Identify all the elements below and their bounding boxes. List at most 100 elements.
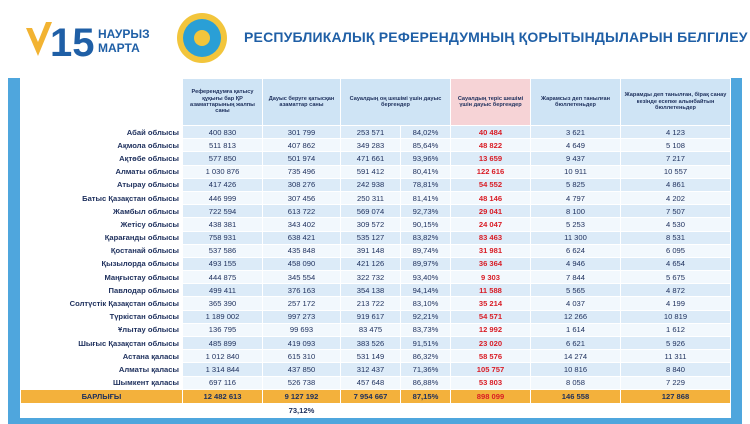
value-cell: 91,51% [400,335,451,351]
value-cell: 9 303 [450,270,531,285]
value-cell: 122 616 [450,164,531,179]
value-cell: 457 648 [340,375,401,390]
value-cell: 92,21% [400,309,451,324]
value-cell: 127 868 [620,388,731,404]
value-cell: 10 557 [620,164,731,179]
value-cell: 4 123 [620,124,731,140]
footer-cell [340,402,401,418]
value-cell: 417 426 [182,177,263,192]
value-cell: 697 116 [182,375,263,390]
value-cell: 78,81% [400,177,451,192]
region-name: Алматы қаласы [20,362,183,377]
header-cell: Жарамсыз деп танылған бюллетеньдер [530,78,621,126]
table-row: Шығыс Қазақстан облысы 485 899 419 093 383 … [20,335,731,351]
value-cell: 7 229 [620,375,731,390]
value-cell: 48 822 [450,138,531,153]
value-cell: 40 484 [450,124,531,140]
turnout: 73,12% [262,402,341,418]
footer-cell [400,402,451,418]
value-cell: 322 732 [340,270,401,285]
region-name: Шығыс Қазақстан облысы [20,335,183,351]
value-cell: 54 552 [450,177,531,192]
value-cell: 93,40% [400,270,451,285]
value-cell: 511 813 [182,138,263,153]
value-cell: 4 654 [620,256,731,272]
value-cell: 58 576 [450,349,531,364]
logo-text: МАРТА [98,41,140,55]
value-cell: 89,74% [400,243,451,258]
value-cell: 11 300 [530,230,621,245]
region-name: Түркістан облысы [20,309,183,324]
value-cell: 4 202 [620,190,731,206]
value-cell: 400 830 [182,124,263,140]
value-cell: 485 899 [182,335,263,351]
value-cell: 4 946 [530,256,621,272]
value-cell: 615 310 [262,349,341,364]
value-cell: 10 911 [530,164,621,179]
emblem-sun [194,30,210,46]
table-row: Батыс Қазақстан облысы 446 999 307 456 250 … [20,190,731,206]
header-cell: Жарамды деп танылған, бірақ санау кезінд… [620,78,731,126]
header-row: Референдумға қатысу құқығы бар ҚР азамат… [20,78,731,126]
value-cell: 94,14% [400,283,451,298]
header-cell [20,78,183,126]
table-row: Атырау облысы 417 426 308 276 242 938 78,81%… [20,177,731,192]
value-cell: 376 163 [262,283,341,298]
value-cell: 9 437 [530,151,621,166]
title: РЕСПУБЛИКАЛЫҚ РЕФЕРЕНДУМНЫҢ ҚОРЫТЫНДЫЛАР… [244,29,748,45]
value-cell: 90,15% [400,217,451,232]
value-cell: 250 311 [340,190,401,206]
table-row: Түркістан облысы 1 189 002 997 273 919 617 9… [20,309,731,324]
region-name: Жетісу облысы [20,217,183,232]
value-cell: 613 722 [262,204,341,219]
value-cell: 83,82% [400,230,451,245]
value-cell: 105 757 [450,362,531,377]
value-cell: 54 571 [450,309,531,324]
value-cell: 242 938 [340,177,401,192]
region-name: Ақмола облысы [20,138,183,153]
footer-row: 73,12% [20,402,731,418]
value-cell: 86,88% [400,375,451,390]
table-row: Ақмола облысы 511 813 407 862 349 283 85,64%… [20,138,731,153]
value-cell: 8 531 [620,230,731,245]
value-cell: 11 588 [450,283,531,298]
value-cell: 1 012 840 [182,349,263,364]
value-cell: 5 825 [530,177,621,192]
value-cell: 35 214 [450,296,531,311]
value-cell: 308 276 [262,177,341,192]
value-cell: 146 558 [530,388,621,404]
header-cell: Референдумға қатысу құқығы бар ҚР азамат… [182,78,263,126]
value-cell: 758 931 [182,230,263,245]
value-cell: 407 862 [262,138,341,153]
value-cell: 86,32% [400,349,451,364]
value-cell: 13 659 [450,151,531,166]
value-cell: 213 722 [340,296,401,311]
region-name: Маңғыстау облысы [20,270,183,285]
value-cell: 10 819 [620,309,731,324]
value-cell: 4 861 [620,177,731,192]
value-cell: 6 095 [620,243,731,258]
value-cell: 84,02% [400,124,451,140]
footer-cell [20,402,183,418]
value-cell: 343 402 [262,217,341,232]
value-cell: 312 437 [340,362,401,377]
value-cell: 499 411 [182,283,263,298]
region-name: Павлодар облысы [20,283,183,298]
value-cell: 80,41% [400,164,451,179]
value-cell: 71,36% [400,362,451,377]
region-name: Қарағанды облысы [20,230,183,245]
value-cell: 4 037 [530,296,621,311]
value-cell: 458 090 [262,256,341,272]
value-cell: 6 624 [530,243,621,258]
value-cell: 4 199 [620,296,731,311]
value-cell: 7 217 [620,151,731,166]
value-cell: 23 020 [450,335,531,351]
table-row: Маңғыстау облысы 444 875 345 554 322 732 93,… [20,270,731,285]
value-cell: 1 030 876 [182,164,263,179]
value-cell: 85,64% [400,138,451,153]
value-cell: 526 738 [262,375,341,390]
value-cell: 493 155 [182,256,263,272]
value-cell: 83,73% [400,322,451,338]
value-cell: 14 274 [530,349,621,364]
value-cell: 5 108 [620,138,731,153]
